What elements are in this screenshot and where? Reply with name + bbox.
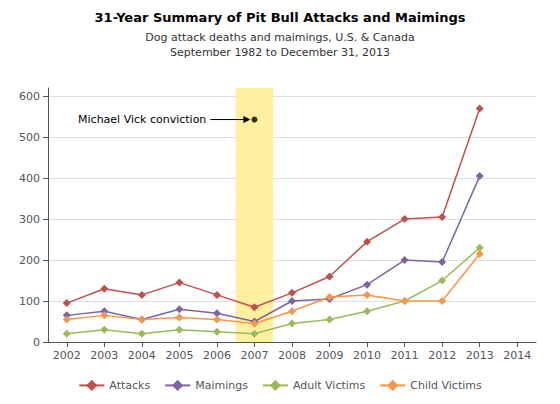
svg-text:2009: 2009 xyxy=(316,349,344,362)
svg-text:2013: 2013 xyxy=(466,349,494,362)
svg-text:Child Victims: Child Victims xyxy=(410,379,482,392)
svg-text:2012: 2012 xyxy=(428,349,456,362)
svg-text:2003: 2003 xyxy=(90,349,118,362)
svg-text:September 1982 to December 31,: September 1982 to December 31, 2013 xyxy=(170,46,390,59)
svg-text:2002: 2002 xyxy=(53,349,81,362)
svg-text:2008: 2008 xyxy=(278,349,306,362)
svg-text:Dog attack deaths and maimings: Dog attack deaths and maimings, U.S. & C… xyxy=(145,31,414,44)
svg-text:600: 600 xyxy=(19,90,40,103)
svg-text:31-Year Summary of Pit Bull At: 31-Year Summary of Pit Bull Attacks and … xyxy=(95,10,466,25)
svg-text:300: 300 xyxy=(19,213,40,226)
svg-text:2014: 2014 xyxy=(503,349,531,362)
svg-text:100: 100 xyxy=(19,295,40,308)
svg-text:2004: 2004 xyxy=(128,349,156,362)
svg-text:2007: 2007 xyxy=(240,349,268,362)
svg-text:0: 0 xyxy=(33,336,40,349)
svg-text:500: 500 xyxy=(19,131,40,144)
svg-text:Michael Vick conviction: Michael Vick conviction xyxy=(78,113,206,126)
svg-text:2011: 2011 xyxy=(391,349,419,362)
svg-text:Maimings: Maimings xyxy=(195,379,248,392)
svg-text:200: 200 xyxy=(19,254,40,267)
svg-text:2006: 2006 xyxy=(203,349,231,362)
svg-text:400: 400 xyxy=(19,172,40,185)
svg-text:Attacks: Attacks xyxy=(109,379,150,392)
svg-text:Adult Victims: Adult Victims xyxy=(293,379,366,392)
svg-text:2010: 2010 xyxy=(353,349,381,362)
svg-text:2005: 2005 xyxy=(165,349,193,362)
